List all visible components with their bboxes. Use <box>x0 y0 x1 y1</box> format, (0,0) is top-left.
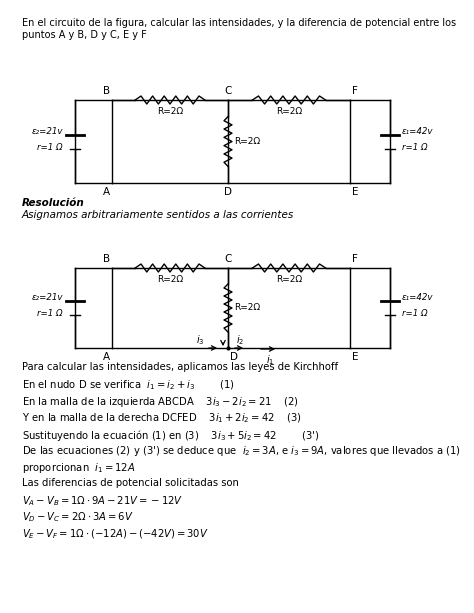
Text: A: A <box>103 187 110 197</box>
Text: R=2Ω: R=2Ω <box>234 303 260 313</box>
Text: B: B <box>103 86 110 96</box>
Text: puntos A y B, D y C, E y F: puntos A y B, D y C, E y F <box>22 30 147 40</box>
Text: ε₁=42v: ε₁=42v <box>402 127 434 136</box>
Text: F: F <box>352 86 358 96</box>
Text: r=1 Ω: r=1 Ω <box>402 143 428 152</box>
Text: R=2Ω: R=2Ω <box>276 107 302 116</box>
Text: $V_D - V_C = 2\Omega\cdot3A = 6V$: $V_D - V_C = 2\Omega\cdot3A = 6V$ <box>22 511 134 524</box>
Text: Asignamos arbitrariamente sentidos a las corrientes: Asignamos arbitrariamente sentidos a las… <box>22 210 294 220</box>
Text: ε₂=21v: ε₂=21v <box>31 294 63 302</box>
Text: R=2Ω: R=2Ω <box>157 275 183 284</box>
Text: Y en la malla de la derecha DCFED    $3i_1 + 2i_2 = 42$    (3): Y en la malla de la derecha DCFED $3i_1 … <box>22 411 302 425</box>
Text: D: D <box>224 187 232 197</box>
Text: r=1 Ω: r=1 Ω <box>37 143 63 152</box>
Text: Resolución: Resolución <box>22 198 85 208</box>
Text: r=1 Ω: r=1 Ω <box>402 310 428 319</box>
Text: $V_E - V_F = 1\Omega\cdot(-12A) - (-42V) = 30V$: $V_E - V_F = 1\Omega\cdot(-12A) - (-42V)… <box>22 527 209 541</box>
Text: B: B <box>103 254 110 264</box>
Text: ε₂=21v: ε₂=21v <box>31 127 63 136</box>
Text: En el circuito de la figura, calcular las intensidades, y la diferencia de poten: En el circuito de la figura, calcular la… <box>22 18 456 28</box>
Text: D: D <box>230 352 238 362</box>
Text: Sustituyendo la ecuación (1) en (3)    $3i_3 + 5i_2 = 42$        (3'): Sustituyendo la ecuación (1) en (3) $3i_… <box>22 428 319 443</box>
Text: F: F <box>352 254 358 264</box>
Text: $i_2$: $i_2$ <box>236 333 244 347</box>
Text: E: E <box>352 187 358 197</box>
Text: C: C <box>224 254 232 264</box>
Text: R=2Ω: R=2Ω <box>276 275 302 284</box>
Text: E: E <box>352 352 358 362</box>
Text: En la malla de la izquierda ABCDA    $3i_3 - 2i_2 = 21$    (2): En la malla de la izquierda ABCDA $3i_3 … <box>22 395 299 409</box>
Text: $V_A - V_B = 1\Omega\cdot9A - 21V = -12V$: $V_A - V_B = 1\Omega\cdot9A - 21V = -12V… <box>22 494 183 508</box>
Text: Para calcular las intensidades, aplicamos las leyes de Kirchhoff: Para calcular las intensidades, aplicamo… <box>22 362 338 372</box>
Text: C: C <box>224 86 232 96</box>
Text: En el nudo D se verifica  $i_1 = i_2 + i_3$        (1): En el nudo D se verifica $i_1 = i_2 + i_… <box>22 378 235 392</box>
Text: R=2Ω: R=2Ω <box>234 137 260 146</box>
Text: De las ecuaciones (2) y (3') se deduce que  $i_2 = 3A$, e $i_3 = 9A$, valores qu: De las ecuaciones (2) y (3') se deduce q… <box>22 444 461 459</box>
Text: r=1 Ω: r=1 Ω <box>37 310 63 319</box>
Text: ε₁=42v: ε₁=42v <box>402 294 434 302</box>
Text: R=2Ω: R=2Ω <box>157 107 183 116</box>
Text: A: A <box>103 352 110 362</box>
Text: proporcionan  $i_1 = 12A$: proporcionan $i_1 = 12A$ <box>22 461 136 475</box>
Text: Las diferencias de potencial solicitadas son: Las diferencias de potencial solicitadas… <box>22 478 239 487</box>
Text: $i_1$: $i_1$ <box>266 353 274 367</box>
Text: $i_3$: $i_3$ <box>196 333 204 347</box>
